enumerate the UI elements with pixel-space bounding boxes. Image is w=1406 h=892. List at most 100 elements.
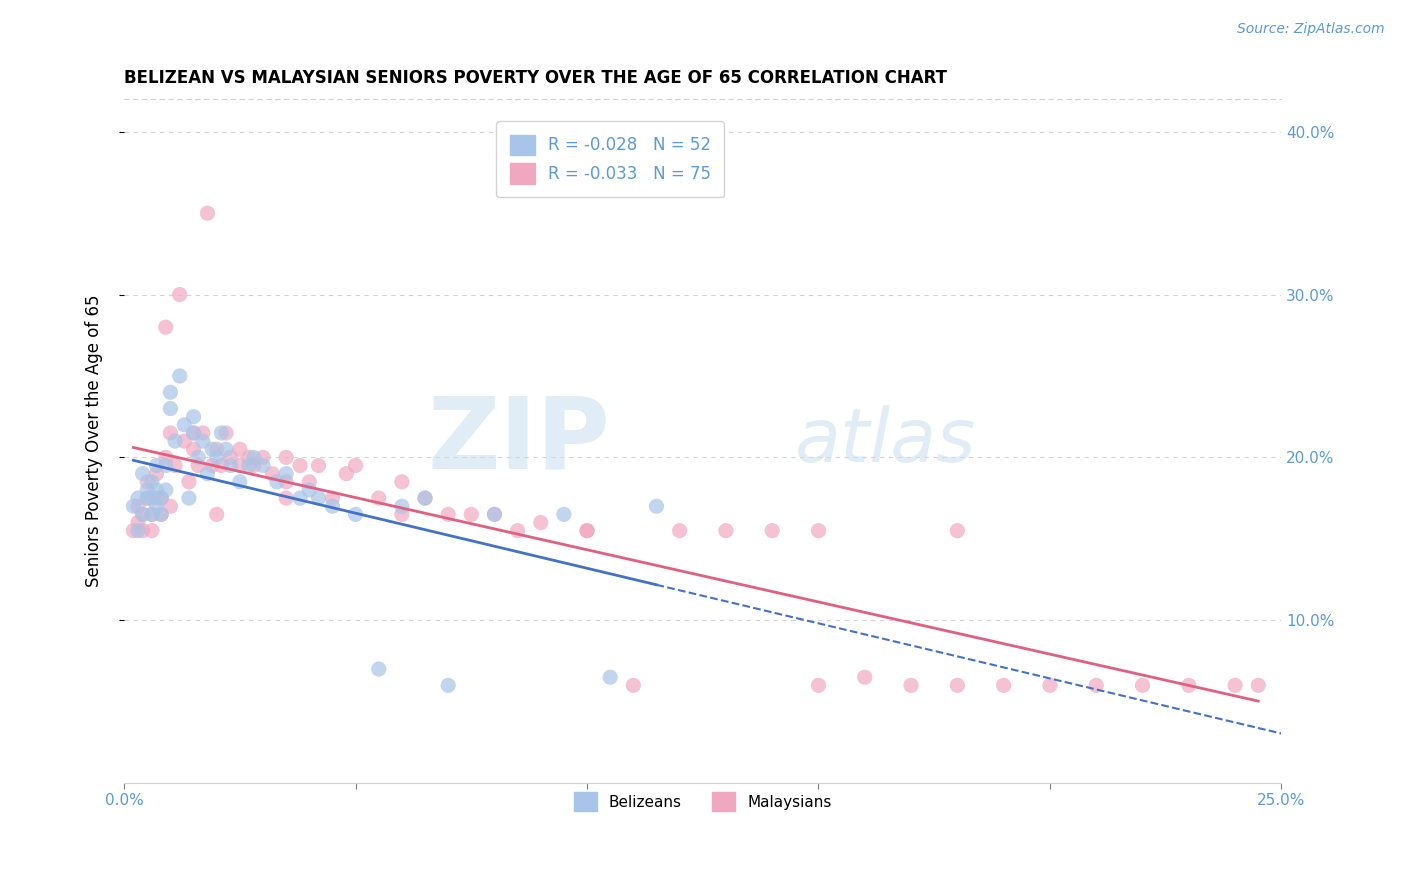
Point — [599, 670, 621, 684]
Point — [145, 500, 167, 514]
Y-axis label: Seniors Poverty Over the Age of 65: Seniors Poverty Over the Age of 65 — [86, 295, 103, 587]
Point — [391, 508, 413, 522]
Point — [159, 425, 181, 440]
Point — [530, 516, 553, 530]
Point — [183, 425, 205, 440]
Point — [215, 442, 238, 457]
Point — [127, 524, 149, 538]
Point — [1223, 678, 1246, 692]
Point — [460, 508, 482, 522]
Point — [141, 475, 163, 489]
Point — [946, 678, 969, 692]
Point — [668, 524, 690, 538]
Point — [183, 442, 205, 457]
Point — [127, 491, 149, 505]
Point — [191, 434, 214, 449]
Point — [127, 516, 149, 530]
Point — [621, 678, 644, 692]
Point — [288, 491, 311, 505]
Point — [1178, 678, 1201, 692]
Point — [201, 458, 224, 473]
Point — [344, 458, 367, 473]
Point — [197, 206, 219, 220]
Point — [187, 458, 209, 473]
Point — [853, 670, 876, 684]
Point — [197, 467, 219, 481]
Point — [122, 524, 145, 538]
Point — [946, 524, 969, 538]
Point — [136, 491, 159, 505]
Point — [413, 491, 436, 505]
Point — [127, 500, 149, 514]
Text: BELIZEAN VS MALAYSIAN SENIORS POVERTY OVER THE AGE OF 65 CORRELATION CHART: BELIZEAN VS MALAYSIAN SENIORS POVERTY OV… — [124, 69, 948, 87]
Point — [266, 475, 288, 489]
Legend: Belizeans, Malaysians: Belizeans, Malaysians — [561, 780, 844, 823]
Point — [1039, 678, 1062, 692]
Point — [141, 524, 163, 538]
Point — [262, 467, 284, 481]
Point — [484, 508, 506, 522]
Point — [1132, 678, 1154, 692]
Point — [136, 491, 159, 505]
Point — [173, 417, 195, 432]
Point — [576, 524, 599, 538]
Point — [242, 458, 264, 473]
Point — [165, 434, 187, 449]
Point — [155, 483, 177, 497]
Point — [229, 475, 252, 489]
Point — [145, 483, 167, 497]
Point — [141, 508, 163, 522]
Point — [219, 458, 242, 473]
Point — [553, 508, 575, 522]
Point — [169, 287, 191, 301]
Point — [165, 458, 187, 473]
Point — [155, 458, 177, 473]
Point — [159, 500, 181, 514]
Point — [367, 662, 389, 676]
Point — [131, 467, 153, 481]
Point — [122, 500, 145, 514]
Point — [183, 409, 205, 424]
Point — [276, 475, 298, 489]
Point — [714, 524, 737, 538]
Point — [437, 508, 460, 522]
Point — [298, 475, 321, 489]
Point — [229, 458, 252, 473]
Text: Source: ZipAtlas.com: Source: ZipAtlas.com — [1237, 22, 1385, 37]
Point — [437, 678, 460, 692]
Point — [576, 524, 599, 538]
Point — [321, 491, 343, 505]
Point — [308, 491, 330, 505]
Point — [177, 475, 200, 489]
Point — [205, 508, 228, 522]
Point — [506, 524, 529, 538]
Point — [276, 467, 298, 481]
Point — [159, 401, 181, 416]
Point — [155, 320, 177, 334]
Point — [276, 450, 298, 465]
Point — [252, 458, 274, 473]
Point — [205, 442, 228, 457]
Point — [145, 491, 167, 505]
Point — [209, 425, 232, 440]
Point — [238, 450, 260, 465]
Point — [335, 467, 357, 481]
Point — [413, 491, 436, 505]
Point — [252, 450, 274, 465]
Text: ZIP: ZIP — [427, 392, 610, 490]
Point — [169, 369, 191, 384]
Point — [205, 450, 228, 465]
Point — [209, 458, 232, 473]
Point — [229, 442, 252, 457]
Point — [321, 500, 343, 514]
Point — [177, 491, 200, 505]
Point — [136, 483, 159, 497]
Point — [242, 450, 264, 465]
Point — [391, 500, 413, 514]
Point — [367, 491, 389, 505]
Point — [131, 508, 153, 522]
Point — [131, 524, 153, 538]
Point — [145, 458, 167, 473]
Point — [136, 475, 159, 489]
Point — [150, 491, 173, 505]
